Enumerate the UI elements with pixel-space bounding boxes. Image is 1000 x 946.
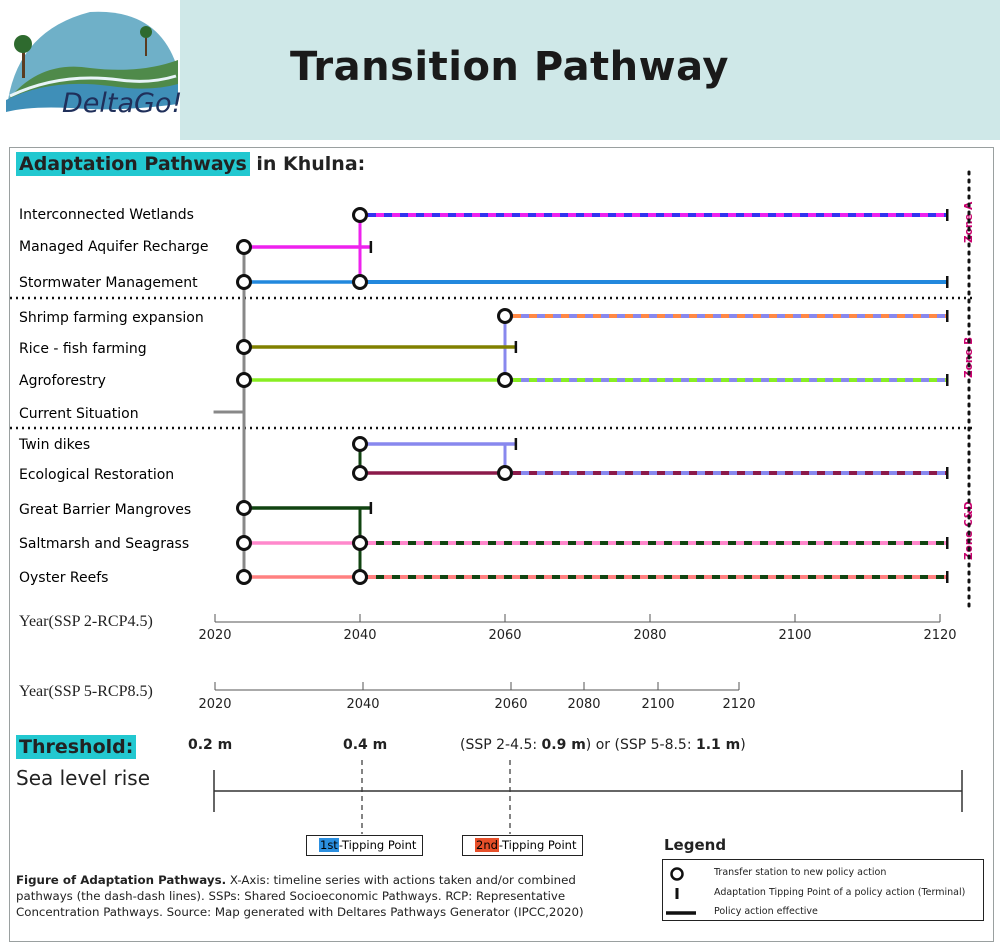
- figure-caption: Figure of Adaptation Pathways. X-Axis: t…: [16, 872, 636, 920]
- threshold-value-1: 0.2 m: [188, 737, 233, 753]
- page-title: Transition Pathway: [290, 44, 729, 90]
- second-tipping-badge: 2nd: [475, 838, 499, 852]
- action-label-current-situation: Current Situation: [19, 406, 139, 422]
- transfer-station-node: [352, 274, 368, 290]
- threshold-third-a: 0.9 m: [541, 737, 586, 753]
- legend-item-transfer: Transfer station to new policy action: [714, 867, 887, 878]
- transfer-station-node: [236, 535, 252, 551]
- transfer-station-node: [352, 436, 368, 452]
- action-label-stormwater-management: Stormwater Management: [19, 275, 198, 291]
- legend-item-tipping: Adaptation Tipping Point of a policy act…: [714, 887, 966, 898]
- x-tick-ssp585: 2040: [346, 697, 380, 712]
- second-tipping-text: -Tipping Point: [498, 838, 577, 852]
- x-tick-ssp245: 2120: [923, 628, 957, 643]
- logo-landscape-icon: [6, 11, 178, 112]
- transfer-station-node: [497, 372, 513, 388]
- x-axis-label-ssp245: Year(SSP 2-RCP4.5): [19, 613, 153, 630]
- threshold-value-3: (SSP 2-4.5: 0.9 m) or (SSP 5-8.5: 1.1 m): [460, 737, 746, 753]
- x-tick-ssp585: 2020: [198, 697, 232, 712]
- section-heading: Adaptation Pathways in Khulna:: [16, 152, 366, 176]
- transfer-station-node: [236, 500, 252, 516]
- x-tick-ssp585: 2120: [722, 697, 756, 712]
- threshold-third-prefix: (SSP 2-4.5:: [460, 737, 542, 753]
- transfer-station-node: [352, 465, 368, 481]
- action-label-interconnected-wetlands: Interconnected Wetlands: [19, 207, 194, 223]
- threshold-third-mid: ) or (SSP 5-8.5:: [585, 737, 696, 753]
- transfer-station-node: [236, 569, 252, 585]
- transfer-station-node: [352, 535, 368, 551]
- x-tick-ssp245: 2100: [778, 628, 812, 643]
- transfer-station-node: [236, 372, 252, 388]
- legend-transfer-icon: [670, 867, 684, 881]
- second-tipping-point-label: 2nd-Tipping Point: [462, 835, 584, 856]
- transfer-station-node: [497, 465, 513, 481]
- action-label-ecological-restoration: Ecological Restoration: [19, 467, 175, 483]
- legend-box: [662, 859, 984, 921]
- x-tick-ssp245: 2060: [488, 628, 522, 643]
- action-label-managed-aquifer-recharge: Managed Aquifer Recharge: [19, 239, 209, 255]
- legend-title: Legend: [664, 836, 727, 854]
- x-tick-ssp585: 2080: [567, 697, 601, 712]
- transfer-station-node: [352, 569, 368, 585]
- logo-text: DeltaGo!: [62, 88, 183, 119]
- threshold-third-b: 1.1 m: [696, 737, 741, 753]
- diagram-panel: [9, 147, 994, 942]
- x-tick-ssp585: 2100: [641, 697, 675, 712]
- x-axis-label-ssp585: Year(SSP 5-RCP8.5): [19, 683, 153, 700]
- threshold-third-suffix: ): [740, 737, 746, 753]
- x-tick-ssp245: 2020: [198, 628, 232, 643]
- first-tipping-point-label: 1st-Tipping Point: [306, 835, 424, 856]
- x-tick-ssp245: 2080: [633, 628, 667, 643]
- action-label-twin-dikes: Twin dikes: [19, 437, 91, 453]
- logo: DeltaGo!: [0, 0, 183, 140]
- threshold-title: Threshold:: [16, 735, 137, 759]
- caption-text: X-Axis: timeline series with actions tak…: [16, 873, 584, 919]
- action-label-rice-fish: Rice - fish farming: [19, 341, 147, 357]
- caption-bold: Figure of Adaptation Pathways.: [16, 873, 227, 887]
- x-tick-ssp585: 2060: [494, 697, 528, 712]
- section-heading-rest: in Khulna:: [249, 153, 366, 175]
- transfer-station-node: [236, 339, 252, 355]
- action-label-shrimp-farming: Shrimp farming expansion: [19, 310, 204, 326]
- transfer-station-node: [352, 207, 368, 223]
- transfer-station-node: [236, 274, 252, 290]
- x-tick-ssp245: 2040: [343, 628, 377, 643]
- transfer-station-node: [236, 239, 252, 255]
- threshold-value-2: 0.4 m: [343, 737, 388, 753]
- threshold-subtitle: Sea level rise: [16, 766, 151, 790]
- action-label-great-barrier-mangroves: Great Barrier Mangroves: [19, 502, 192, 518]
- transfer-station-node: [497, 308, 513, 324]
- action-label-agroforestry: Agroforestry: [19, 373, 106, 389]
- section-heading-highlight: Adaptation Pathways: [16, 152, 250, 176]
- action-label-saltmarsh: Saltmarsh and Seagrass: [19, 536, 190, 552]
- first-tipping-text: -Tipping Point: [338, 838, 417, 852]
- legend-item-effective: Policy action effective: [714, 906, 818, 917]
- first-tipping-badge: 1st: [319, 838, 339, 852]
- action-label-oyster-reefs: Oyster Reefs: [19, 570, 109, 586]
